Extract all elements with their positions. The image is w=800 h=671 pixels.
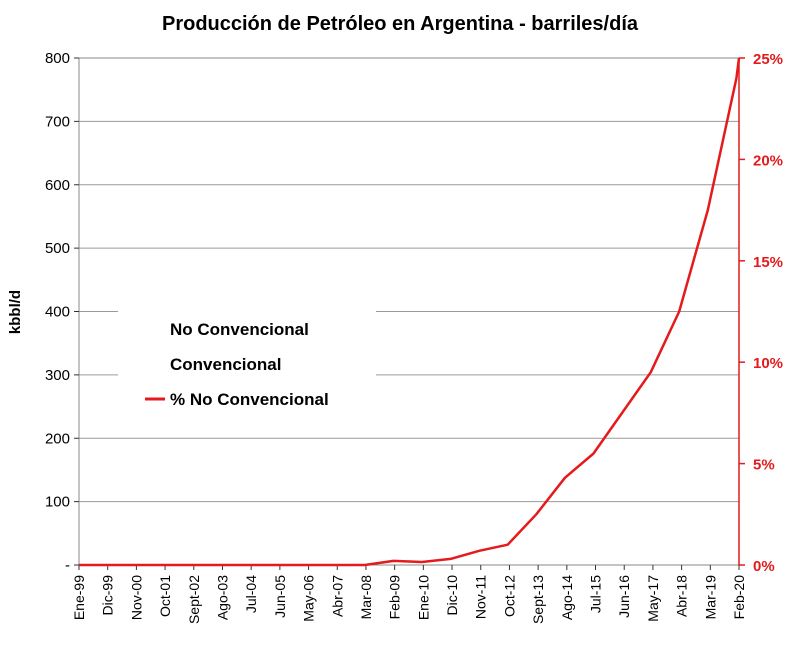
x-tick-label: Sept-13	[530, 575, 546, 624]
x-tick-label: Ene-10	[415, 575, 431, 620]
x-tick-label: Sept-02	[186, 575, 202, 624]
x-tick-label: Mar-19	[702, 575, 718, 620]
x-tick-label: Mar-08	[358, 575, 374, 620]
y-tick-label: 800	[45, 50, 70, 67]
x-tick-label: Oct-12	[501, 575, 517, 617]
legend-item-convencional: Convencional	[170, 355, 281, 374]
x-tick-label: Feb-09	[387, 575, 403, 620]
y-tick-label: 100	[45, 494, 70, 511]
x-tick-label: Jun-05	[272, 575, 288, 618]
x-tick-label: Oct-01	[157, 575, 173, 617]
x-tick-label: Jun-16	[616, 575, 632, 618]
chart-title: Producción de Petróleo en Argentina - ba…	[162, 13, 639, 35]
x-tick-label: Ago-14	[559, 575, 575, 620]
x-tick-label: Dic-99	[100, 575, 116, 616]
y2-tick-label: 5%	[753, 457, 775, 474]
x-tick-label: Ene-99	[71, 575, 87, 620]
x-tick-label: Nov-00	[128, 575, 144, 620]
y-tick-label: 300	[45, 367, 70, 384]
legend-item-pct-no-convencional: % No Convencional	[170, 390, 329, 409]
y2-tick-label: 20%	[753, 152, 783, 169]
y2-tick-label: 25%	[753, 51, 783, 68]
right-y-axis: 0% 5% 10% 15% 20% 25%	[738, 51, 783, 575]
y-tick-label: 600	[45, 177, 70, 194]
x-tick-label: Abr-18	[674, 575, 690, 617]
y2-tick-label: 0%	[753, 558, 775, 575]
x-tick-label: Abr-07	[329, 575, 345, 617]
legend: No Convencional Convencional % No Conven…	[118, 307, 376, 419]
left-y-axis: - 100 200 300 400 500 600 700 800	[45, 50, 79, 574]
series-line-pct-no-convencional	[79, 57, 741, 567]
x-tick-label: Jul-15	[588, 575, 604, 613]
y-tick-label: -	[65, 557, 70, 574]
x-tick-label: Nov-11	[473, 575, 489, 619]
y-axis-label: kbbl/d	[7, 290, 24, 334]
x-tick-label: Feb-20	[731, 575, 747, 620]
y-tick-label: 700	[45, 113, 70, 130]
x-tick-label: Jul-04	[243, 575, 259, 613]
y2-tick-label: 15%	[753, 254, 783, 271]
y2-tick-label: 10%	[753, 355, 783, 372]
x-axis: Ene-99 Dic-99 Nov-00 Oct-01 Sept-02 Ago-03 Jul…	[71, 565, 747, 624]
y-tick-label: 400	[45, 304, 70, 321]
y-tick-label: 200	[45, 430, 70, 447]
x-tick-label: Dic-10	[444, 575, 460, 616]
x-tick-label: May-06	[301, 575, 317, 622]
x-tick-label: May-17	[645, 575, 661, 622]
legend-item-no-convencional: No Convencional	[170, 320, 309, 339]
series-layer	[79, 57, 741, 567]
y-tick-label: 500	[45, 240, 70, 257]
x-tick-label: Ago-03	[214, 575, 230, 620]
